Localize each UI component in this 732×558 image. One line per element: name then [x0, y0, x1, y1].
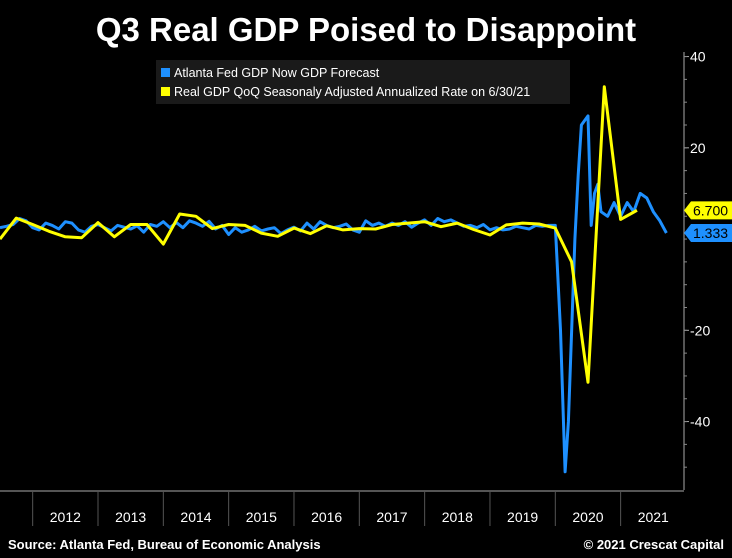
value-badge-shape — [684, 223, 732, 242]
legend-label-series-2: Real GDP QoQ Seasonaly Adjusted Annualiz… — [174, 85, 530, 99]
x-tick-label: 2012 — [50, 509, 81, 525]
y-tick-label: 40 — [690, 49, 706, 65]
copyright-note: © 2021 Crescat Capital — [584, 537, 724, 552]
value-badges: 6.700 1.333 — [684, 201, 732, 242]
value-badge-label: 1.333 — [693, 225, 728, 241]
series-lines — [0, 85, 668, 474]
series-line-gdpnow — [0, 114, 668, 474]
legend-swatch-yellow — [161, 87, 170, 96]
x-tick-label: 2019 — [507, 509, 538, 525]
chart-title: Q3 Real GDP Poised to Disappoint — [96, 11, 636, 48]
series-line-real-gdp — [0, 85, 638, 384]
x-tick-label: 2021 — [638, 509, 669, 525]
value-badge: 1.333 — [684, 223, 732, 242]
x-tick-label: 2013 — [115, 509, 146, 525]
x-tick-label: 2016 — [311, 509, 342, 525]
y-tick-label: 20 — [690, 140, 706, 156]
value-badge-label: 6.700 — [693, 202, 728, 218]
x-tick-label: 2017 — [376, 509, 407, 525]
x-ticks: 2012 2013 2014 2015 2016 2017 2018 2019 2020 2021 — [32, 490, 669, 526]
legend-background — [156, 60, 570, 104]
legend-label-series-1: Atlanta Fed GDP Now GDP Forecast — [174, 66, 380, 80]
x-tick-label: 2018 — [442, 509, 473, 525]
y-tick-label: -40 — [690, 414, 710, 430]
value-badge: 6.700 — [684, 201, 732, 220]
legend-swatch-blue — [161, 68, 170, 77]
x-tick-label: 2020 — [572, 509, 603, 525]
legend: Atlanta Fed GDP Now GDP Forecast Real GD… — [156, 60, 570, 104]
source-note: Source: Atlanta Fed, Bureau of Economic … — [8, 537, 321, 552]
y-ticks: 40 20 -20 -40 — [684, 49, 710, 468]
y-tick-label: -20 — [690, 322, 710, 338]
x-tick-label: 2015 — [246, 509, 277, 525]
value-badge-shape — [684, 201, 732, 220]
x-tick-label: 2014 — [180, 509, 211, 525]
